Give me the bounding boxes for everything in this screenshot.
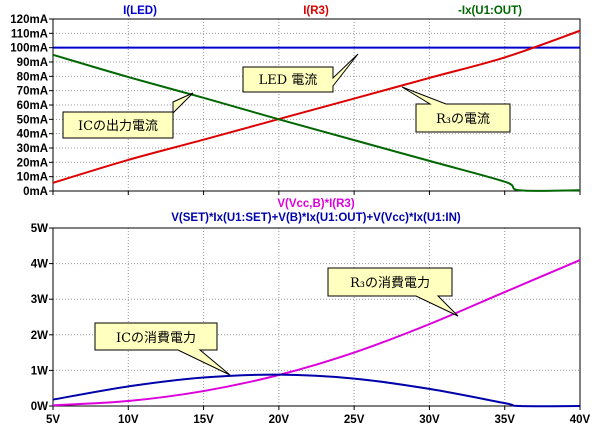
x-tick-label: 35V bbox=[494, 414, 515, 426]
callout-r3-power: R₃の消費電力 bbox=[327, 267, 459, 317]
bottom-y-tick-label: 0W bbox=[31, 401, 48, 413]
top-y-tick-label: 50mA bbox=[17, 114, 48, 126]
top-y-tick-label: 70mA bbox=[17, 86, 48, 98]
callout-ic-output-current: ICの出力電流 bbox=[62, 92, 194, 139]
callout-ic-output-current-bubble bbox=[62, 92, 194, 139]
top-y-tick-label: 90mA bbox=[17, 57, 48, 69]
callout-led-current-text: LED 電流 bbox=[259, 73, 318, 88]
top-y-tick-label: 100mA bbox=[10, 43, 48, 55]
bottom-title-r3-power: V(Vcc,B)*I(R3) bbox=[277, 198, 354, 210]
bottom-y-tick-label: 1W bbox=[31, 365, 48, 377]
callout-led-current-bubble bbox=[242, 53, 359, 93]
bottom-y-tick-label: 2W bbox=[31, 330, 48, 342]
bottom-y-tick-labels: 0W 1W 2W 3W 4W 5W bbox=[31, 223, 53, 413]
callout-r3-current-text: R₃の電流 bbox=[436, 112, 490, 127]
callout-r3-power-text: R₃の消費電力 bbox=[350, 276, 430, 291]
callout-r3-power-bubble bbox=[327, 267, 459, 317]
top-y-tick-label: 0mA bbox=[23, 186, 48, 198]
top-y-tick-label: 110mA bbox=[11, 28, 48, 40]
top-y-tick-label: 30mA bbox=[17, 143, 48, 155]
x-tick-labels: 5V 10V 15V 20V 25V 30V 35V 40V bbox=[46, 406, 591, 426]
x-tick-label: 25V bbox=[344, 414, 365, 426]
top-title-iout: -Ix(U1:OUT) bbox=[458, 5, 522, 17]
top-y-tick-label: 60mA bbox=[17, 100, 48, 112]
callout-r3-current: R₃の電流 bbox=[401, 86, 511, 133]
top-y-tick-label: 80mA bbox=[17, 71, 48, 83]
x-tick-label: 20V bbox=[269, 414, 290, 426]
bottom-series-line-1 bbox=[52, 373, 581, 408]
x-tick-label: 30V bbox=[419, 414, 440, 426]
top-y-tick-label: 20mA bbox=[17, 157, 48, 169]
top-title-ir3: I(R3) bbox=[303, 5, 329, 17]
bottom-plot-grid bbox=[53, 228, 580, 406]
bottom-y-tick-label: 3W bbox=[31, 294, 48, 306]
bottom-y-tick-label: 4W bbox=[31, 259, 48, 271]
bottom-plot-frame bbox=[52, 227, 581, 407]
x-tick-label: 10V bbox=[118, 414, 139, 426]
top-y-tick-labels: 0mA 10mA 20mA 30mA 40mA 50mA 60mA 70mA 80mA 90mA 1… bbox=[10, 14, 53, 198]
callout-r3-current-bubble bbox=[401, 86, 511, 133]
callout-ic-output-current-text: ICの出力電流 bbox=[78, 119, 158, 134]
x-tick-label: 40V bbox=[570, 414, 591, 426]
top-y-tick-label: 10mA bbox=[17, 172, 48, 184]
top-y-tick-label: 40mA bbox=[17, 129, 48, 141]
callout-ic-power-bubble bbox=[94, 322, 231, 376]
callout-ic-power-text: ICの消費電力 bbox=[116, 331, 196, 346]
bottom-y-tick-label: 5W bbox=[31, 223, 48, 235]
bottom-series-line-0 bbox=[52, 259, 581, 407]
top-series-line-1 bbox=[52, 29, 581, 184]
top-y-tick-label: 120mA bbox=[10, 14, 48, 26]
x-tick-label: 5V bbox=[46, 414, 60, 426]
top-plot-series bbox=[52, 29, 581, 192]
bottom-plot-series bbox=[52, 259, 581, 408]
top-series-line-2 bbox=[52, 53, 581, 192]
callout-ic-power: ICの消費電力 bbox=[94, 322, 231, 376]
callout-led-current: LED 電流 bbox=[242, 53, 359, 93]
top-title-iled: I(LED) bbox=[123, 5, 157, 17]
bottom-title-ic-power: V(SET)*Ix(U1:SET)+V(B)*Ix(U1:OUT)+V(Vcc)… bbox=[171, 212, 461, 224]
x-tick-label: 15V bbox=[193, 414, 214, 426]
